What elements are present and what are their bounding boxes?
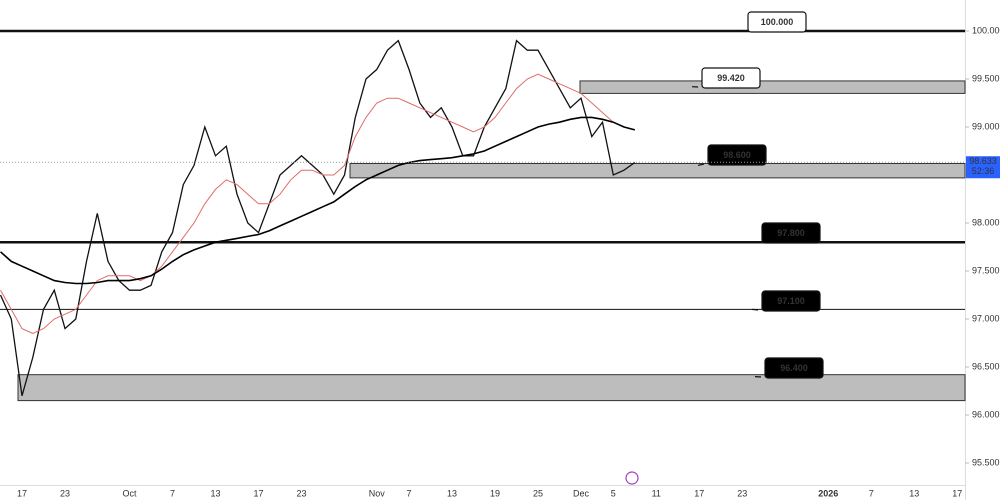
level-label-box [747,11,807,33]
y-tick-label: 100.000 [972,25,1000,35]
x-tick-label: 7 [170,488,175,498]
x-tick-label: 23 [60,488,70,498]
x-tick-label: 17 [952,488,962,498]
y-tick-label: 97.000 [972,313,1000,323]
x-tick-label: 2026 [818,488,838,498]
x-tick-label: Nov [369,488,386,498]
level-label: 100.000 [761,17,794,27]
x-tick-label: 17 [17,488,27,498]
level-label-box [764,357,824,379]
y-tick-label: 97.500 [972,265,1000,275]
level-label-box [761,290,821,312]
x-tick-label: 13 [210,488,220,498]
label-pointer [751,308,759,311]
last-price-label: 98.633 [969,156,997,166]
level-label: 97.100 [777,296,805,306]
level-label: 97.800 [777,228,805,238]
level-label-box [707,144,767,166]
level-label: 98.600 [723,150,751,160]
x-tick-label: Dec [573,488,590,498]
x-tick-label: 17 [253,488,263,498]
moving-average [0,73,635,334]
x-tick-label: 23 [737,488,747,498]
x-tick-label: 25 [533,488,543,498]
countdown: 52:36 [972,166,995,176]
x-tick-label: 7 [406,488,411,498]
price-line [0,39,636,396]
x-tick-label: 19 [490,488,500,498]
x-tick-label: Oct [122,488,137,498]
y-tick-label: 98.000 [972,217,1000,227]
y-tick-label: 96.000 [972,409,1000,419]
event-icon[interactable] [625,471,639,485]
x-tick-label: 11 [652,488,661,498]
x-tick-label: 13 [909,488,919,498]
x-tick-label: 5 [611,488,616,498]
level-label-box [701,67,761,89]
level-zone [349,162,966,179]
level-label: 96.400 [780,363,808,373]
label-pointer [697,163,705,166]
y-tick-label: 99.500 [972,73,1000,83]
y-tick-label: 96.500 [972,361,1000,371]
level-label: 99.420 [717,73,745,83]
x-tick-label: 7 [869,488,874,498]
level-label-box [761,222,821,244]
x-tick-label: 13 [447,488,457,498]
last-price-tag [966,156,1000,179]
level-zone [579,80,966,94]
level-zone [17,374,966,402]
x-tick-label: 23 [296,488,306,498]
y-tick-label: 99.000 [972,121,1000,131]
moving-average [0,116,636,285]
x-tick-label: 17 [694,488,704,498]
y-tick-label: 95.500 [972,457,1000,467]
